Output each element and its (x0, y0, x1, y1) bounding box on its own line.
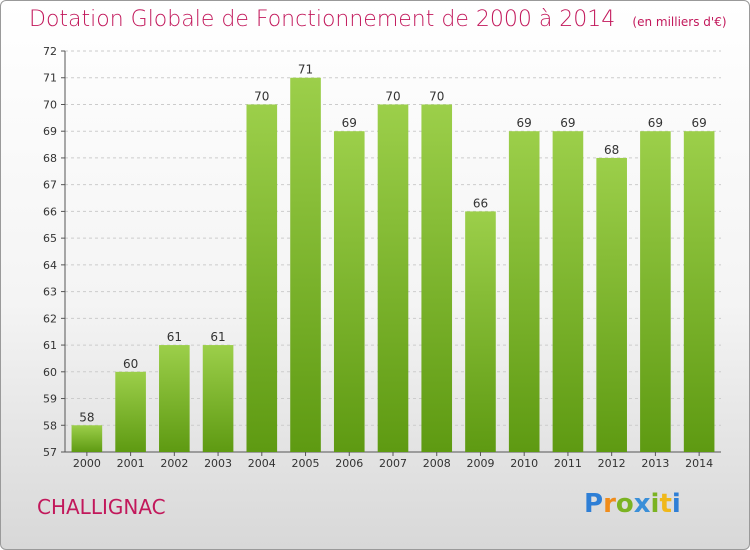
data-label: 69 (648, 116, 663, 130)
x-tick-label: 2014 (685, 457, 713, 470)
x-tick-label: 2013 (641, 457, 669, 470)
commune-name: CHALLIGNAC (37, 495, 166, 519)
y-tick-label: 68 (43, 152, 57, 165)
data-label: 61 (167, 330, 182, 344)
y-tick-label: 70 (43, 98, 57, 111)
x-tick-label: 2000 (73, 457, 101, 470)
data-label: 61 (210, 330, 225, 344)
y-tick-label: 66 (43, 205, 57, 218)
bar-2013 (640, 131, 671, 452)
logo-letter: x (633, 489, 651, 519)
logo-letter: i (650, 489, 660, 519)
x-tick-label: 2004 (248, 457, 276, 470)
bar-2010 (508, 131, 540, 452)
y-tick-label: 64 (43, 259, 57, 272)
bar-2000 (71, 425, 103, 452)
y-tick-label: 60 (43, 366, 57, 379)
x-tick-label: 2001 (117, 457, 145, 470)
data-label: 68 (604, 143, 619, 157)
x-tick-label: 2011 (554, 457, 582, 470)
y-tick-label: 71 (43, 72, 57, 85)
data-labels: 58 60 61 61 70 71 69 70 70 66 69 69 68 69 69 (79, 63, 707, 425)
data-label: 58 (79, 410, 94, 424)
data-label: 70 (429, 89, 444, 103)
bar-2001 (115, 371, 146, 452)
bar-2004 (246, 104, 278, 452)
bar-2011 (552, 131, 584, 452)
y-tick-label: 69 (43, 125, 57, 138)
bar-2007 (377, 104, 409, 452)
x-tick-label: 2005 (292, 457, 320, 470)
logo-letter: r (603, 489, 616, 519)
data-label: 70 (385, 89, 400, 103)
data-label: 70 (254, 89, 269, 103)
y-tick-label: 62 (43, 312, 57, 325)
bar-2003 (202, 345, 234, 452)
y-tick-label: 61 (43, 339, 57, 352)
chart-unit-label: (en milliers d'€) (632, 15, 727, 29)
logo-letter: i (671, 489, 681, 519)
bar-2012 (596, 157, 627, 452)
y-tick-label: 67 (43, 179, 57, 192)
data-label: 71 (298, 63, 313, 77)
data-label: 69 (560, 116, 575, 130)
bars (71, 77, 715, 452)
bar-2005 (290, 77, 321, 452)
bar-2008 (421, 104, 453, 452)
x-tick-label: 2006 (335, 457, 363, 470)
y-tick-label: 57 (43, 446, 57, 459)
bar-2002 (159, 345, 190, 452)
chart-title: Dotation Globale de Fonctionnement de 20… (29, 7, 616, 32)
logo-letter: o (615, 489, 634, 519)
chart-title-block: Dotation Globale de Fonctionnement de 20… (29, 7, 727, 32)
y-tick-label: 59 (43, 393, 57, 406)
logo-letter: t (659, 489, 672, 519)
y-tick-label: 72 (43, 45, 57, 58)
logo-letter: P (584, 489, 604, 519)
data-label: 69 (691, 116, 706, 130)
data-label: 69 (517, 116, 532, 130)
data-label: 69 (342, 116, 357, 130)
bar-2009 (465, 211, 496, 452)
x-tick-label: 2010 (510, 457, 538, 470)
x-tick-label: 2008 (423, 457, 451, 470)
proxiti-logo: Proxiti (584, 489, 681, 519)
x-tick-label: 2002 (160, 457, 188, 470)
x-tick-label: 2003 (204, 457, 232, 470)
x-tick-label: 2007 (379, 457, 407, 470)
data-label: 60 (123, 357, 138, 371)
x-tick-label: 2009 (466, 457, 494, 470)
y-tick-label: 65 (43, 232, 57, 245)
bar-2014 (683, 131, 715, 452)
y-tick-label: 63 (43, 286, 57, 299)
data-label: 66 (473, 196, 488, 210)
y-tick-label: 58 (43, 419, 57, 432)
bar-2006 (333, 131, 365, 452)
x-tick-label: 2012 (598, 457, 626, 470)
